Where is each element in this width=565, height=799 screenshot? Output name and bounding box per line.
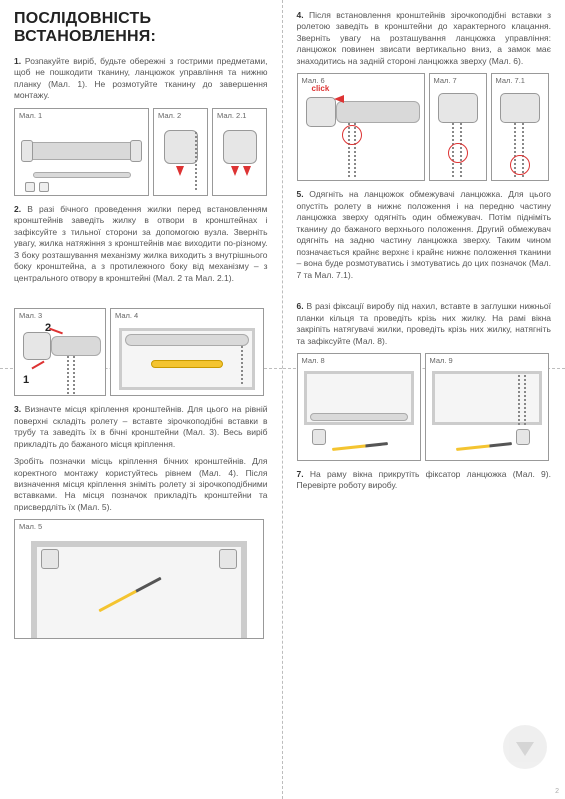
page-title: ПОСЛІДОВНІСТЬ ВСТАНОВЛЕННЯ: — [14, 10, 268, 46]
figure-8: Мал. 8 — [297, 353, 421, 461]
figure-5: Мал. 5 — [14, 519, 264, 639]
step-5-text: Одягніть на ланцюжок обмежувачі ланцюжка… — [297, 189, 552, 279]
figure-1-label: Мал. 1 — [15, 109, 148, 120]
step-1-text: Розпакуйте виріб, будьте обережні з гост… — [14, 56, 268, 100]
step-2: 2. В разі бічного проведення жилки перед… — [14, 204, 268, 284]
left-column: ПОСЛІДОВНІСТЬ ВСТАНОВЛЕННЯ: 1. Розпакуйт… — [0, 0, 283, 799]
step-7-num: 7. — [297, 469, 304, 479]
step-1: 1. Розпакуйте виріб, будьте обережні з г… — [14, 56, 268, 102]
figure-3: Мал. 3 1 2 — [14, 308, 106, 396]
step-1-num: 1. — [14, 56, 21, 66]
step-6-num: 6. — [297, 301, 304, 311]
step-7: 7. На раму вікна прикрутіть фіксатор лан… — [297, 469, 552, 492]
figure-2-1-label: Мал. 2.1 — [213, 109, 266, 120]
figure-8-label: Мал. 8 — [298, 354, 420, 365]
badge-1: 1 — [23, 374, 29, 386]
step-3b: Зробіть позначки місць кріплення бічних … — [14, 456, 268, 513]
step-4-text: Після встановлення кронштейнів зірочкопо… — [297, 10, 552, 66]
step-5: 5. Одягніть на ланцюжок обмежувачі ланцю… — [297, 189, 552, 281]
figure-9-label: Мал. 9 — [426, 354, 548, 365]
figure-7-1: Мал. 7.1 — [491, 73, 549, 181]
step-3a: 3. Визначте місця кріплення кронштейнів.… — [14, 404, 268, 450]
fig-row-3: Мал. 5 — [14, 519, 268, 639]
figure-7: Мал. 7 — [429, 73, 487, 181]
right-column: 4. Після встановлення кронштейнів зірочк… — [283, 0, 565, 799]
figure-2-1: Мал. 2.1 — [212, 108, 267, 196]
watermark-icon — [503, 725, 547, 769]
figure-2: Мал. 2 — [153, 108, 208, 196]
step-3a-text: Визначте місця кріплення кронштейнів. Дл… — [14, 404, 268, 448]
figure-2-label: Мал. 2 — [154, 109, 207, 120]
step-2-text: В разі бічного проведення жилки перед вс… — [14, 204, 268, 283]
click-label: click — [312, 85, 330, 93]
figure-7-1-label: Мал. 7.1 — [492, 74, 548, 85]
figure-3-label: Мал. 3 — [15, 309, 105, 320]
figure-6-label: Мал. 6 — [298, 74, 424, 85]
step-3b-text: Зробіть позначки місць кріплення бічних … — [14, 456, 268, 512]
step-6: 6. В разі фіксації виробу під нахил, вст… — [297, 301, 552, 347]
fig-row-2: Мал. 3 1 2 Мал. 4 — [14, 308, 268, 396]
figure-5-label: Мал. 5 — [15, 520, 263, 531]
fig-row-1: Мал. 1 Мал. 2 Мал. 2. — [14, 108, 268, 196]
step-7-text: На раму вікна прикрутіть фіксатор ланцюж… — [297, 469, 551, 490]
figure-7-label: Мал. 7 — [430, 74, 486, 85]
step-2-num: 2. — [14, 204, 21, 214]
step-4: 4. Після встановлення кронштейнів зірочк… — [297, 10, 552, 67]
step-3-num: 3. — [14, 404, 21, 414]
step-5-num: 5. — [297, 189, 304, 199]
figure-4-label: Мал. 4 — [111, 309, 263, 320]
figure-4: Мал. 4 — [110, 308, 264, 396]
page-number: 2 — [555, 788, 559, 795]
page-container: ПОСЛІДОВНІСТЬ ВСТАНОВЛЕННЯ: 1. Розпакуйт… — [0, 0, 565, 799]
figure-9: Мал. 9 — [425, 353, 549, 461]
step-4-num: 4. — [297, 10, 304, 20]
figure-6: Мал. 6 click — [297, 73, 425, 181]
figure-1: Мал. 1 — [14, 108, 149, 196]
step-6-text: В разі фіксації виробу під нахил, вставт… — [297, 301, 552, 345]
fig-row-4: Мал. 6 click Мал. 7 — [297, 73, 552, 181]
fig-row-5: Мал. 8 Мал. 9 — [297, 353, 552, 461]
